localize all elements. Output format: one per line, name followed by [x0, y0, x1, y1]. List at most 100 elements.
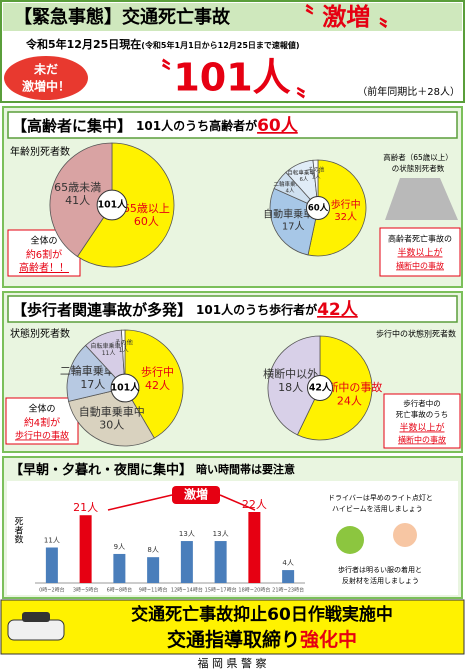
road-illustration: [385, 178, 458, 220]
bar: [113, 553, 126, 583]
note-line: ドライバーは早めのライト点灯と: [328, 493, 433, 502]
pie-slice: [124, 329, 184, 439]
patrol-car: [22, 612, 50, 622]
slice-value-label: 42人: [145, 379, 170, 392]
header-title: 【緊急事態】交通死亡事故: [14, 6, 231, 28]
pie-center: [110, 373, 140, 403]
x-tick-label: 0時~2時台: [39, 587, 65, 594]
note-line: 歩行者は明るい服の着用と: [338, 565, 422, 574]
annotation-box: [172, 486, 220, 504]
callout-line: 約4割が: [24, 416, 60, 429]
pie-slice: [269, 187, 319, 256]
slice-label: 横断中以外: [263, 367, 318, 381]
x-tick-label: 21時~23時台: [272, 587, 304, 594]
y-axis-label: 死者数: [13, 516, 24, 544]
callout-line: 高齢者！！: [19, 261, 69, 274]
x-tick-label: 18時~20時台: [238, 587, 270, 594]
bar-value-label: 9人: [114, 543, 125, 551]
footer-line: 交通死亡事故抑止60日作戦実施中: [131, 604, 393, 625]
note-line: 反射材を活用しましょう: [342, 576, 419, 585]
bar: [282, 570, 295, 583]
pie-center: [307, 375, 333, 401]
annotation: 激増: [184, 487, 208, 502]
pie-slice: [267, 335, 321, 436]
badge: [4, 56, 88, 100]
slice-value-label: 17人: [80, 378, 105, 391]
pie-center: [96, 189, 128, 221]
section-title-text: 【早朝・夕暮れ・夜間に集中】: [10, 462, 192, 478]
slice-label: 横断中の事故: [316, 380, 382, 394]
slice-value-label: 24人: [337, 394, 362, 407]
pie-center-label: 101人: [111, 382, 141, 394]
footer-line: 交通指導取締り強化中: [167, 628, 357, 651]
callout-box: [379, 227, 461, 277]
bar: [147, 557, 160, 583]
slice-label: 自転車乗車中: [287, 169, 320, 177]
slice-label: 二輪車乗車中: [274, 180, 307, 188]
footer-emphasis: 強化中: [300, 628, 357, 651]
bar-value-label: 11人: [44, 537, 60, 545]
x-tick-label: 15時~17時台: [205, 587, 237, 594]
annotation-arrow: [107, 494, 173, 511]
callout-line: 約6割が: [26, 248, 62, 261]
callout-line: 半数以上が: [399, 422, 444, 434]
date-text: 令和5年12月25日現在: [25, 37, 141, 51]
section-title: 【歩行者関連事故が多発】 101人のうち歩行者が42人: [12, 300, 359, 320]
chart-label: 高齢者（65歳以上）: [383, 152, 453, 162]
patrol-car: [7, 619, 65, 641]
date-note: (令和5年1月1日から12月25日まで速報値): [141, 40, 299, 50]
quote: 〝: [145, 58, 171, 89]
section-title-text: 【歩行者関連事故が多発】: [12, 301, 192, 319]
section-lead: 101人のうち高齢者が: [136, 118, 257, 133]
section-lead: 101人のうち歩行者が: [196, 302, 317, 317]
slice-label: 歩行中: [331, 198, 361, 211]
slice-value-label: 17人: [282, 221, 305, 233]
callout-line: 歩行者中の: [403, 398, 441, 408]
badge-line: 激増中！: [22, 79, 70, 94]
date: 令和5年12月25日現在(令和5年1月1日から12月25日まで速報値): [25, 37, 300, 51]
comparison: （前年同期比＋28人）: [357, 85, 460, 98]
bar-value-label: 21人: [73, 501, 98, 514]
callout-line: 高齢者死亡事故の: [388, 234, 452, 244]
section-lead-number: 42人: [317, 300, 359, 320]
bar-value-label: 8人: [147, 546, 158, 554]
chart-label: 状態別死者数: [10, 327, 70, 340]
note-line: ハイビームを活用しましょう: [332, 504, 423, 513]
slice-label: 歩行中: [141, 365, 174, 379]
bar: [248, 512, 261, 583]
slice-value-label: 30人: [99, 419, 124, 432]
slice-label: その他: [115, 339, 133, 347]
bar-value-label: 22人: [242, 498, 267, 511]
pie-center-label: 101人: [98, 199, 128, 211]
pie-slice: [68, 387, 155, 447]
footer-box: [0, 599, 465, 655]
slice-value-label: 4人: [286, 187, 295, 194]
callout-line: 横断中の事故: [396, 261, 444, 271]
bar-value-label: 4人: [282, 559, 293, 567]
section-title-bar: [7, 111, 458, 139]
bar: [79, 515, 92, 583]
section-title-bar: [7, 295, 458, 323]
pie-slice: [296, 335, 373, 441]
bar-value-label: 13人: [213, 530, 229, 538]
chart-label: 年齢別死者数: [10, 145, 70, 158]
pie-slice: [66, 344, 126, 402]
slice-label: 65歳以上: [123, 202, 170, 215]
section-lead-number: 60人: [257, 116, 299, 136]
slice-value-label: 1人: [119, 347, 129, 354]
section-title: 【高齢者に集中】 101人のうち高齢者が60人: [12, 116, 299, 136]
slice-label: その他: [308, 166, 325, 174]
pie-center-label: 60人: [308, 203, 329, 214]
pie-slice: [120, 329, 126, 389]
slice-value-label: 11人: [102, 350, 116, 357]
slice-label: 自動車乗車中: [79, 404, 145, 418]
illustration: [336, 526, 364, 554]
callout-line: 横断中の事故: [398, 435, 446, 445]
pie-center: [305, 195, 331, 221]
pie-slice: [49, 142, 113, 258]
badge-line: 未だ: [33, 62, 58, 77]
callout-line: 全体の: [30, 235, 57, 247]
quote: 〟: [296, 73, 322, 103]
callout-line: 半数以上が: [397, 247, 442, 259]
